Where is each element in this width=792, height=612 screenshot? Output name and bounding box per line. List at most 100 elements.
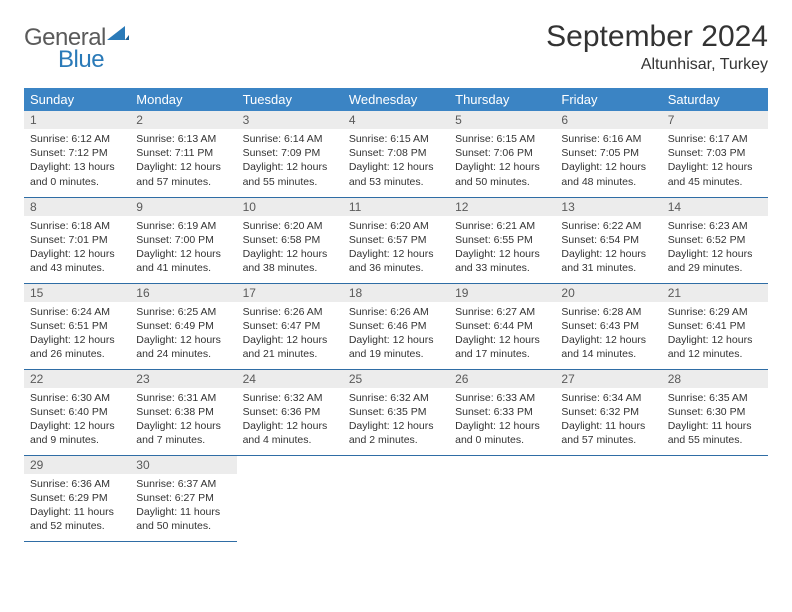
sunset-text: Sunset: 6:36 PM: [243, 405, 337, 419]
date-number: 1: [24, 111, 130, 129]
day-details: Sunrise: 6:18 AMSunset: 7:01 PMDaylight:…: [24, 216, 130, 282]
date-number: 23: [130, 370, 236, 388]
sunset-text: Sunset: 7:08 PM: [349, 146, 443, 160]
day-details: Sunrise: 6:17 AMSunset: 7:03 PMDaylight:…: [662, 129, 768, 195]
date-number: 11: [343, 198, 449, 216]
daylight-text: Daylight: 12 hours and 19 minutes.: [349, 333, 443, 361]
calendar-week-row: 22Sunrise: 6:30 AMSunset: 6:40 PMDayligh…: [24, 369, 768, 455]
day-details: Sunrise: 6:32 AMSunset: 6:36 PMDaylight:…: [237, 388, 343, 454]
daylight-text: Daylight: 11 hours and 50 minutes.: [136, 505, 230, 533]
calendar-day-cell: [449, 455, 555, 541]
sunset-text: Sunset: 6:58 PM: [243, 233, 337, 247]
date-number: 9: [130, 198, 236, 216]
date-number: 18: [343, 284, 449, 302]
sunrise-text: Sunrise: 6:21 AM: [455, 219, 549, 233]
calendar-week-row: 15Sunrise: 6:24 AMSunset: 6:51 PMDayligh…: [24, 283, 768, 369]
date-number: 7: [662, 111, 768, 129]
daylight-text: Daylight: 12 hours and 43 minutes.: [30, 247, 124, 275]
day-details: Sunrise: 6:26 AMSunset: 6:47 PMDaylight:…: [237, 302, 343, 368]
calendar-day-cell: [662, 455, 768, 541]
day-details: Sunrise: 6:15 AMSunset: 7:08 PMDaylight:…: [343, 129, 449, 195]
calendar-day-cell: 9Sunrise: 6:19 AMSunset: 7:00 PMDaylight…: [130, 197, 236, 283]
daylight-text: Daylight: 12 hours and 41 minutes.: [136, 247, 230, 275]
weekday-header: Wednesday: [343, 88, 449, 111]
date-number: 22: [24, 370, 130, 388]
daylight-text: Daylight: 12 hours and 57 minutes.: [136, 160, 230, 188]
calendar-table: SundayMondayTuesdayWednesdayThursdayFrid…: [24, 88, 768, 542]
date-number: 4: [343, 111, 449, 129]
weekday-header: Sunday: [24, 88, 130, 111]
weekday-header: Monday: [130, 88, 236, 111]
sunrise-text: Sunrise: 6:32 AM: [243, 391, 337, 405]
day-details: Sunrise: 6:22 AMSunset: 6:54 PMDaylight:…: [555, 216, 661, 282]
calendar-day-cell: 13Sunrise: 6:22 AMSunset: 6:54 PMDayligh…: [555, 197, 661, 283]
date-number: 15: [24, 284, 130, 302]
calendar-day-cell: 2Sunrise: 6:13 AMSunset: 7:11 PMDaylight…: [130, 111, 236, 197]
date-number: 13: [555, 198, 661, 216]
daylight-text: Daylight: 12 hours and 7 minutes.: [136, 419, 230, 447]
daylight-text: Daylight: 13 hours and 0 minutes.: [30, 160, 124, 188]
sunset-text: Sunset: 6:30 PM: [668, 405, 762, 419]
weekday-header: Thursday: [449, 88, 555, 111]
sunset-text: Sunset: 6:27 PM: [136, 491, 230, 505]
calendar-week-row: 8Sunrise: 6:18 AMSunset: 7:01 PMDaylight…: [24, 197, 768, 283]
day-details: Sunrise: 6:33 AMSunset: 6:33 PMDaylight:…: [449, 388, 555, 454]
daylight-text: Daylight: 12 hours and 50 minutes.: [455, 160, 549, 188]
location: Altunhisar, Turkey: [546, 56, 768, 74]
date-number: 5: [449, 111, 555, 129]
logo-triangle-icon: [107, 24, 129, 44]
sunrise-text: Sunrise: 6:28 AM: [561, 305, 655, 319]
day-details: Sunrise: 6:27 AMSunset: 6:44 PMDaylight:…: [449, 302, 555, 368]
date-number: 2: [130, 111, 236, 129]
title-block: September 2024 Altunhisar, Turkey: [546, 20, 768, 74]
calendar-day-cell: 25Sunrise: 6:32 AMSunset: 6:35 PMDayligh…: [343, 369, 449, 455]
daylight-text: Daylight: 11 hours and 57 minutes.: [561, 419, 655, 447]
calendar-day-cell: 26Sunrise: 6:33 AMSunset: 6:33 PMDayligh…: [449, 369, 555, 455]
sunrise-text: Sunrise: 6:30 AM: [30, 391, 124, 405]
daylight-text: Daylight: 12 hours and 31 minutes.: [561, 247, 655, 275]
daylight-text: Daylight: 12 hours and 45 minutes.: [668, 160, 762, 188]
month-title: September 2024: [546, 20, 768, 54]
day-details: Sunrise: 6:14 AMSunset: 7:09 PMDaylight:…: [237, 129, 343, 195]
sunrise-text: Sunrise: 6:18 AM: [30, 219, 124, 233]
day-details: Sunrise: 6:26 AMSunset: 6:46 PMDaylight:…: [343, 302, 449, 368]
daylight-text: Daylight: 12 hours and 29 minutes.: [668, 247, 762, 275]
sunrise-text: Sunrise: 6:15 AM: [349, 132, 443, 146]
date-number: 8: [24, 198, 130, 216]
date-number: 6: [555, 111, 661, 129]
day-details: Sunrise: 6:32 AMSunset: 6:35 PMDaylight:…: [343, 388, 449, 454]
sunset-text: Sunset: 6:49 PM: [136, 319, 230, 333]
sunset-text: Sunset: 7:12 PM: [30, 146, 124, 160]
sunrise-text: Sunrise: 6:33 AM: [455, 391, 549, 405]
date-number: 26: [449, 370, 555, 388]
date-number: 25: [343, 370, 449, 388]
calendar-day-cell: 12 Sunrise: 6:21 AMSunset: 6:55 PMDayligh…: [449, 197, 555, 283]
sunrise-text: Sunrise: 6:36 AM: [30, 477, 124, 491]
sunrise-text: Sunrise: 6:32 AM: [349, 391, 443, 405]
sunset-text: Sunset: 6:35 PM: [349, 405, 443, 419]
calendar-day-cell: 17Sunrise: 6:26 AMSunset: 6:47 PMDayligh…: [237, 283, 343, 369]
sunrise-text: Sunrise: 6:12 AM: [30, 132, 124, 146]
calendar-day-cell: 4Sunrise: 6:15 AMSunset: 7:08 PMDaylight…: [343, 111, 449, 197]
calendar-day-cell: 3Sunrise: 6:14 AMSunset: 7:09 PMDaylight…: [237, 111, 343, 197]
day-details: Sunrise: 6:13 AMSunset: 7:11 PMDaylight:…: [130, 129, 236, 195]
daylight-text: Daylight: 12 hours and 9 minutes.: [30, 419, 124, 447]
daylight-text: Daylight: 11 hours and 52 minutes.: [30, 505, 124, 533]
calendar-day-cell: 24Sunrise: 6:32 AMSunset: 6:36 PMDayligh…: [237, 369, 343, 455]
calendar-day-cell: 7Sunrise: 6:17 AMSunset: 7:03 PMDaylight…: [662, 111, 768, 197]
calendar-day-cell: 28Sunrise: 6:35 AMSunset: 6:30 PMDayligh…: [662, 369, 768, 455]
date-number: 12: [449, 198, 555, 216]
calendar-day-cell: 23Sunrise: 6:31 AMSunset: 6:38 PMDayligh…: [130, 369, 236, 455]
calendar-week-row: 29Sunrise: 6:36 AMSunset: 6:29 PMDayligh…: [24, 455, 768, 541]
date-number: 3: [237, 111, 343, 129]
daylight-text: Daylight: 12 hours and 2 minutes.: [349, 419, 443, 447]
sunset-text: Sunset: 6:55 PM: [455, 233, 549, 247]
day-details: Sunrise: 6:12 AMSunset: 7:12 PMDaylight:…: [24, 129, 130, 195]
daylight-text: Daylight: 12 hours and 33 minutes.: [455, 247, 549, 275]
date-number: 29: [24, 456, 130, 474]
sunset-text: Sunset: 7:09 PM: [243, 146, 337, 160]
sunrise-text: Sunrise: 6:35 AM: [668, 391, 762, 405]
weekday-header: Tuesday: [237, 88, 343, 111]
calendar-day-cell: 11Sunrise: 6:20 AMSunset: 6:57 PMDayligh…: [343, 197, 449, 283]
date-number: 19: [449, 284, 555, 302]
